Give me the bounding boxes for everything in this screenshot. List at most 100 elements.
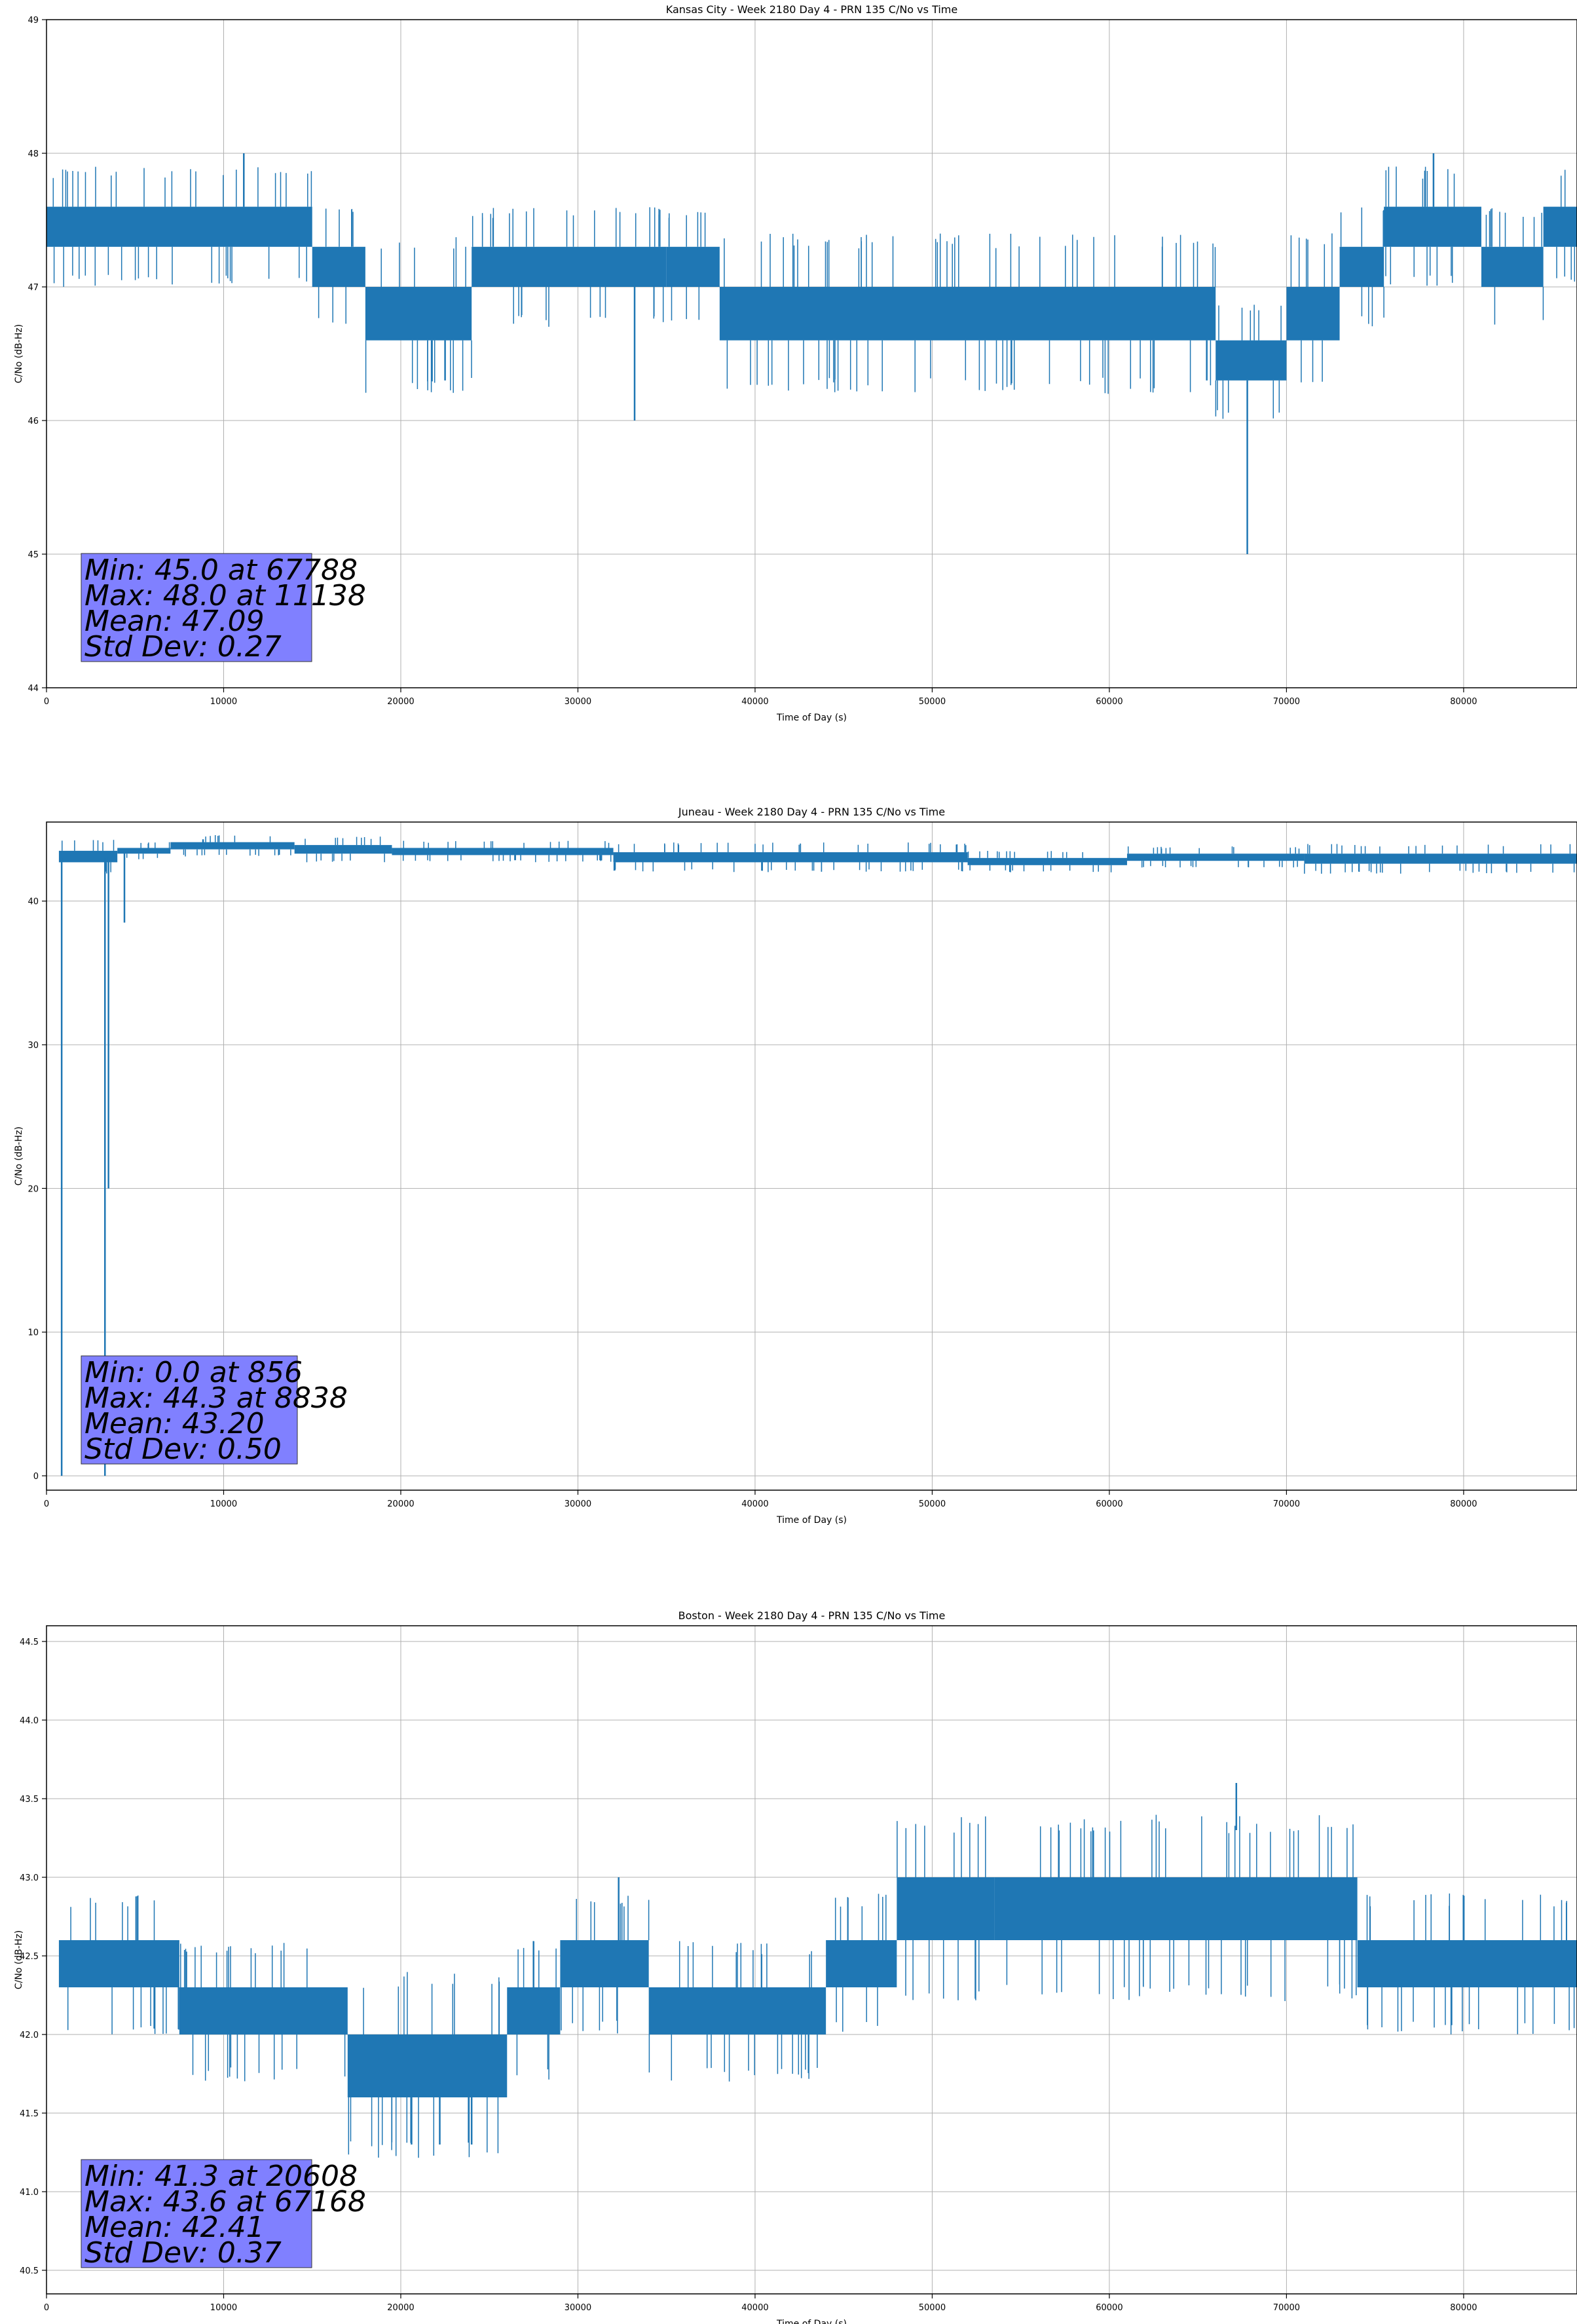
chart-title: Juneau - Week 2180 Day 4 - PRN 135 C/No … — [678, 806, 945, 818]
series-noise — [967, 851, 1112, 872]
x-ticks: 0 10000 20000 30000 40000 50000 60000 70000 8000… — [44, 1490, 1477, 1509]
x-tick-label: 0 — [44, 1499, 49, 1509]
x-tick-label: 70000 — [1273, 1499, 1300, 1509]
y-axis-label: C/No (dB-Hz) — [14, 1127, 24, 1186]
y-tick-label: 45 — [28, 550, 39, 560]
series-noise — [52, 166, 312, 287]
series-band — [58, 850, 118, 863]
series-noise — [1127, 846, 1300, 868]
series-noise — [1485, 208, 1544, 325]
y-ticks: 0 10 20 30 40 — [28, 897, 46, 1482]
x-tick-label: 10000 — [210, 697, 237, 707]
y-tick-label: 44 — [28, 684, 39, 694]
series-noise — [1385, 166, 1455, 286]
series-noise — [305, 836, 385, 863]
x-tick-label: 20000 — [387, 1499, 414, 1509]
y-tick-label: 0 — [33, 1472, 39, 1482]
y-ticks: 44 45 46 47 48 49 — [28, 16, 46, 694]
series-band — [365, 287, 472, 341]
axes-frame — [46, 1625, 1577, 2295]
series-band — [1543, 206, 1577, 247]
chart-0: 0 10000 20000 30000 40000 50000 60000 70000 8000… — [14, 3, 1577, 723]
series-noise — [648, 1941, 818, 2082]
series-noise — [724, 233, 1216, 394]
series-band — [994, 1877, 1358, 1940]
series-noise — [1215, 305, 1282, 419]
series-noise — [67, 1895, 179, 2034]
x-tick-label: 30000 — [565, 697, 591, 707]
y-tick-label: 20 — [28, 1184, 39, 1194]
series-band — [46, 206, 312, 247]
series-noise — [126, 842, 170, 859]
stat-min: Min: 45.0 at 67788 — [84, 553, 358, 587]
x-tick-label: 0 — [44, 2303, 49, 2313]
series-noise — [348, 1972, 500, 2158]
series-band — [1286, 287, 1340, 341]
series-noise — [402, 840, 612, 863]
series-noise — [183, 835, 291, 857]
y-axis-label: C/No (dB-Hz) — [14, 324, 24, 383]
x-tick-label: 60000 — [1096, 697, 1122, 707]
series-band — [1357, 1940, 1577, 1987]
series-noise — [668, 212, 706, 321]
series-band — [1126, 853, 1305, 861]
series-band — [170, 842, 295, 850]
gridlines — [46, 20, 1577, 688]
series-band — [648, 1987, 826, 2034]
stats-box-background — [81, 1355, 298, 1465]
series-band — [347, 2034, 508, 2097]
series-noise — [1556, 170, 1576, 282]
y-tick-label: 48 — [28, 149, 39, 159]
x-ticks: 0 10000 20000 30000 40000 50000 60000 70000 8000… — [44, 2294, 1477, 2313]
x-tick-label: 50000 — [919, 697, 946, 707]
y-tick-label: 42.0 — [20, 2031, 39, 2040]
series-noise — [365, 237, 472, 393]
y-tick-label: 46 — [28, 417, 39, 426]
x-tick-label: 10000 — [210, 1499, 237, 1509]
y-tick-label: 42.5 — [20, 1952, 39, 1962]
x-tick-label: 80000 — [1450, 697, 1477, 707]
x-tick-label: 40000 — [741, 2303, 768, 2313]
x-tick-label: 10000 — [210, 2303, 237, 2313]
y-tick-label: 44.0 — [20, 1716, 39, 1726]
stat-max: Max: 48.0 at 11138 — [84, 579, 366, 612]
series-band — [1384, 206, 1481, 247]
y-ticks: 40.5 41.0 41.5 42.0 42.5 43.0 43.5 44.0 44.5 — [20, 1638, 46, 2276]
stats-box-background — [81, 2159, 312, 2268]
y-axis-label: C/No (dB-Hz) — [14, 1930, 24, 1989]
x-tick-label: 30000 — [565, 2303, 591, 2313]
series-noise — [516, 1941, 557, 2080]
series-band — [967, 857, 1127, 865]
x-tick-label: 40000 — [741, 697, 768, 707]
stat-std: Std Dev: 0.50 — [84, 1433, 282, 1466]
stat-std: Std Dev: 0.37 — [84, 2236, 282, 2270]
series-band — [560, 1940, 649, 1987]
x-axis-label: Time of Day (s) — [776, 713, 847, 723]
series-band — [897, 1877, 995, 1940]
stat-max: Max: 43.6 at 67168 — [84, 2185, 366, 2219]
x-tick-label: 80000 — [1450, 1499, 1477, 1509]
series-band — [719, 287, 1216, 341]
series-band — [179, 1987, 348, 2034]
series-noise — [1366, 1893, 1575, 2034]
x-tick-label: 70000 — [1273, 697, 1300, 707]
chart-1: 0 10000 20000 30000 40000 50000 60000 70000 8000… — [14, 806, 1577, 1526]
x-axis-label: Time of Day (s) — [776, 1515, 847, 1526]
x-tick-label: 40000 — [741, 1499, 768, 1509]
x-ticks: 0 10000 20000 30000 40000 50000 60000 70000 8000… — [44, 688, 1477, 707]
series-band — [613, 852, 968, 863]
stat-max: Max: 44.3 at 8838 — [84, 1381, 348, 1415]
series-band — [1304, 853, 1577, 864]
stat-mean: Mean: 42.41 — [84, 2211, 265, 2244]
series-noise — [1290, 233, 1333, 383]
y-tick-label: 47 — [28, 283, 39, 293]
series-noise — [834, 1894, 887, 2032]
x-tick-label: 70000 — [1273, 2303, 1300, 2313]
series-noise — [613, 842, 967, 872]
series-band — [472, 246, 667, 287]
series-band — [1339, 246, 1384, 287]
series-band — [507, 1987, 561, 2034]
x-tick-label: 30000 — [565, 1499, 591, 1509]
